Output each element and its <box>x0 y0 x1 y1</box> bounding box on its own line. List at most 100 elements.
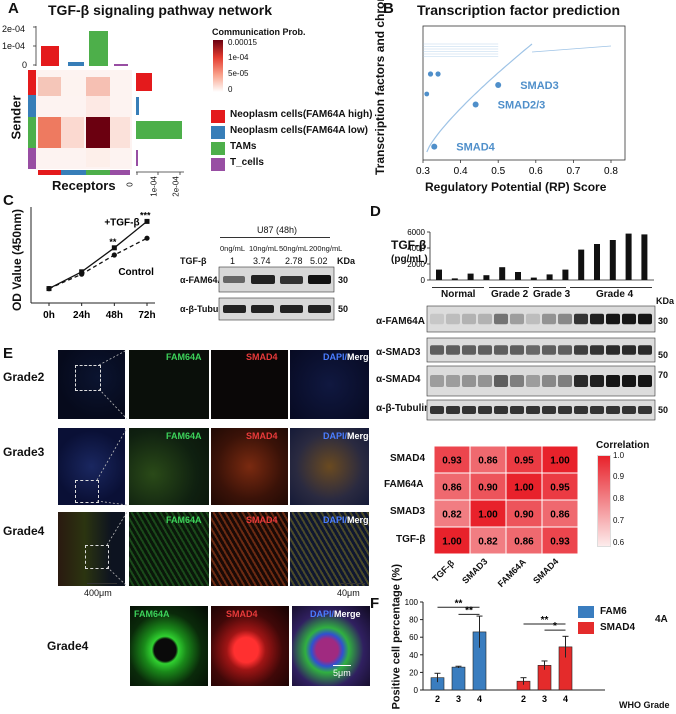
y-tick-label: 4000 <box>407 244 425 253</box>
top-bar-1 <box>41 46 59 66</box>
x-tick-label: 72h <box>138 310 155 321</box>
group-label: Normal <box>441 289 476 300</box>
blot-band <box>590 345 604 355</box>
blot-band <box>638 313 652 325</box>
legend-label: Neoplasm cells(FAM64A low) <box>230 125 368 136</box>
corr-value: 1.00 <box>550 456 570 467</box>
significance-mark: ** <box>465 605 473 616</box>
corr-value: 0.86 <box>550 510 570 521</box>
corr-colorbar-tick: 0.6 <box>613 538 625 547</box>
heatmap-cell <box>38 117 61 148</box>
right-tick-1e-04: 1e-04 <box>149 176 159 197</box>
micrograph-grade2-overview <box>58 350 125 419</box>
col-strip-2 <box>61 170 86 175</box>
data-point <box>79 271 85 277</box>
blot-band <box>606 345 620 355</box>
x-tick-label: 0.7 <box>566 166 580 177</box>
legend-swatch <box>578 622 594 634</box>
colorbar-tick: 0 <box>228 85 233 94</box>
blot-band <box>526 375 540 387</box>
y-tick-label: 100 <box>405 598 419 607</box>
corr-cell <box>505 526 543 555</box>
tf-point-smad23 <box>472 101 479 108</box>
blot-row <box>426 305 656 333</box>
channel-label-merge: DAPI/Merge <box>323 515 374 525</box>
panel-label-d: D <box>370 203 381 220</box>
corr-value: 1.00 <box>478 510 498 521</box>
micrograph-grade4-merge <box>290 512 369 586</box>
blot-row <box>426 365 656 397</box>
blot-c-kda-label: KDa <box>337 256 356 266</box>
data-point <box>144 235 150 241</box>
corr-colorbar-tick: 0.9 <box>613 472 625 481</box>
corr-cell <box>433 526 471 555</box>
blot-band <box>430 406 444 414</box>
y-tick-label: 2000 <box>407 260 425 269</box>
legend-swatch <box>211 110 225 123</box>
legend-swatch <box>211 158 225 171</box>
blot-band <box>280 276 303 284</box>
corr-cell <box>469 472 507 501</box>
channel-label-smad4: SMAD4 <box>246 515 278 525</box>
legend-label-extra: 4A <box>655 614 668 625</box>
zoom-box <box>85 545 109 569</box>
dapi-text: DAPI/ <box>323 515 348 525</box>
x-tick-label: 2 <box>521 694 526 704</box>
corr-value: 0.95 <box>514 456 534 467</box>
right-tick-2e-04: 2e-04 <box>171 176 181 197</box>
e-row-label: Grade2 <box>3 370 45 384</box>
micrograph-grade2-merge <box>290 350 369 419</box>
x-tick-label: 2 <box>435 694 440 704</box>
dapi-text: DAPI/ <box>310 609 335 619</box>
panel-f-ylabel: Positive cell percentage (%) <box>390 564 403 710</box>
significance-mark: ** <box>455 598 463 609</box>
blot-c-band-label: α-β-Tubulin <box>180 304 229 314</box>
corr-value: 0.90 <box>514 510 534 521</box>
bar <box>625 233 632 280</box>
x-tick-label: 24h <box>73 310 90 321</box>
corr-col-label: SMAD3 <box>460 556 490 586</box>
panel-a-ylabel: Sender <box>8 95 24 140</box>
blot-c-dose: 200ng/mL <box>309 244 343 253</box>
corr-row-label: SMAD4 <box>390 453 426 464</box>
corr-cell <box>541 526 579 555</box>
zoom-box <box>75 480 99 503</box>
micrograph-cell-merge <box>292 606 370 686</box>
blot-band <box>462 345 476 355</box>
bar <box>530 277 537 280</box>
legend-label: FAM6 <box>600 606 627 617</box>
x-tick-label: 0.4 <box>454 166 468 177</box>
corr-value: 1.00 <box>442 537 462 548</box>
blot-band <box>478 345 492 355</box>
channel-label-merge: DAPI/Merge <box>323 352 374 362</box>
channel-label-smad4: SMAD4 <box>226 609 258 619</box>
bar <box>467 273 474 280</box>
right-bar-4 <box>136 150 138 166</box>
blot-band <box>622 406 636 414</box>
top-bar-4 <box>114 64 128 66</box>
tf-point-label: SMAD3 <box>520 80 559 92</box>
panel-label-b: B <box>383 0 394 17</box>
micrograph-grade2-smad4 <box>211 350 288 419</box>
series-line <box>48 220 148 290</box>
blot-row <box>426 337 656 363</box>
blot-band <box>574 375 588 387</box>
blot-band <box>223 305 246 313</box>
heatmap-cell <box>61 77 84 96</box>
corr-value: 0.82 <box>442 510 462 521</box>
row-strip-1 <box>28 70 36 95</box>
x-tick-label: 0.3 <box>416 166 430 177</box>
panel-f-xlabel: WHO Grade <box>619 700 670 710</box>
y-tick-label: 60 <box>409 633 418 642</box>
col-strip-1 <box>38 170 61 175</box>
scale-label-right: 40μm <box>337 588 360 598</box>
series-line <box>48 237 148 290</box>
x-tick-label: 48h <box>106 310 123 321</box>
blot-d-band-label: α-SMAD4 <box>376 374 421 385</box>
top-tick-2e-04: 2e-04 <box>2 24 26 34</box>
corr-value: 0.95 <box>550 483 570 494</box>
bar <box>499 267 506 280</box>
top-bar-chart <box>33 26 128 66</box>
